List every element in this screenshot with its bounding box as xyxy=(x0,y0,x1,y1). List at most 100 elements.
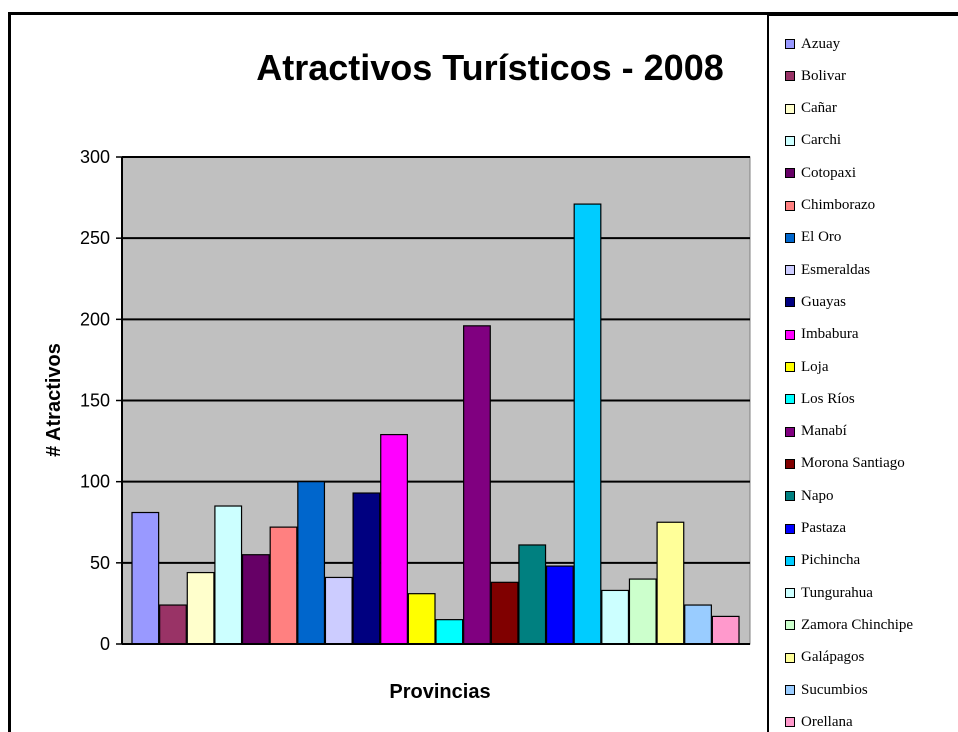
bar-bolivar xyxy=(159,604,187,645)
legend-item: Galápagos xyxy=(785,648,864,668)
legend-label: Guayas xyxy=(801,293,846,310)
legend-label: Morona Santiago xyxy=(801,455,905,472)
legend-item: Loja xyxy=(785,357,829,377)
legend-swatch xyxy=(785,588,795,599)
x-axis-title: Provincias xyxy=(389,681,490,703)
bar-guayas xyxy=(352,492,381,645)
bar-pichincha xyxy=(573,203,602,645)
legend-swatch xyxy=(785,135,795,146)
y-tick-label: 50 xyxy=(90,553,110,573)
bar-azuay xyxy=(131,511,160,645)
legend-swatch xyxy=(785,297,795,308)
legend-swatch xyxy=(785,168,795,179)
bar-orellana xyxy=(711,615,740,645)
legend-item: El Oro xyxy=(785,228,841,248)
legend-item: Carchi xyxy=(785,131,841,151)
legend-item: Chimborazo xyxy=(785,196,875,216)
legend-swatch xyxy=(785,103,795,114)
legend-item: Bolivar xyxy=(785,66,846,86)
legend-swatch xyxy=(785,39,795,49)
y-tick-label: 100 xyxy=(80,472,110,492)
legend-item: Guayas xyxy=(785,292,846,312)
legend-label: Galápagos xyxy=(801,649,865,666)
legend-label: Pichincha xyxy=(801,552,861,569)
legend-label: Chimborazo xyxy=(801,197,876,213)
bar-zamora-chinchipe xyxy=(628,578,657,645)
legend-label: Orellana xyxy=(801,713,853,730)
legend-label: Zamora Chinchipe xyxy=(801,616,914,633)
bar-cotopaxi xyxy=(241,554,270,645)
legend-label: Esmeraldas xyxy=(801,261,871,278)
legend-item: Orellana xyxy=(785,712,853,732)
chart-title: Atractivos Turísticos - 2008 xyxy=(256,47,724,88)
bar-sucumbios xyxy=(684,604,712,645)
legend-label: Tungurahua xyxy=(801,584,873,601)
legend-item: Morona Santiago xyxy=(785,454,905,474)
legend-swatch xyxy=(785,329,795,340)
legend-label: Bolivar xyxy=(801,67,846,84)
legend-swatch xyxy=(785,362,795,372)
bar-gal-pagos xyxy=(656,521,685,645)
bar-ca-ar xyxy=(186,571,215,645)
legend-item: Zamora Chinchipe xyxy=(785,615,913,635)
legend-swatch xyxy=(785,71,795,82)
bar-los-r-os xyxy=(435,619,464,645)
bar-el-oro xyxy=(297,481,326,645)
legend-swatch xyxy=(785,458,795,469)
legend-label: Carchi xyxy=(801,132,841,149)
legend-swatch xyxy=(785,523,795,534)
chart-legend: Azuay Bolivar Cañar Carchi Cotopaxi Chimboraz… xyxy=(767,14,958,732)
legend-swatch xyxy=(785,685,795,695)
legend-swatch xyxy=(785,200,795,211)
legend-swatch xyxy=(785,555,795,566)
y-tick-label: 250 xyxy=(80,228,110,248)
chart-frame xyxy=(8,12,958,732)
y-tick-label: 300 xyxy=(80,147,110,167)
legend-label: Imbabura xyxy=(801,326,859,343)
legend-item: Los Ríos xyxy=(785,389,855,409)
bar-carchi xyxy=(214,505,243,645)
legend-item: Napo xyxy=(785,486,834,506)
bar-imbabura xyxy=(380,433,408,645)
legend-label: Sucumbios xyxy=(801,681,868,698)
bar-pastaza xyxy=(545,565,574,645)
legend-label: Napo xyxy=(801,487,834,504)
legend-swatch xyxy=(785,265,795,276)
legend-swatch xyxy=(785,620,795,631)
legend-label: Cotopaxi xyxy=(801,164,856,181)
y-tick-label: 150 xyxy=(80,391,110,411)
legend-item: Cotopaxi xyxy=(785,163,856,183)
legend-swatch xyxy=(785,491,795,502)
legend-label: Azuay xyxy=(801,35,841,52)
plot-area: 0 50 100 150 200 250 300 xyxy=(80,147,751,654)
bar-loja xyxy=(407,593,436,645)
bar-napo xyxy=(518,544,547,645)
bar-morona-santiago xyxy=(490,581,519,645)
legend-swatch xyxy=(785,426,795,437)
bar-tungurahua xyxy=(601,589,630,645)
legend-swatch xyxy=(785,652,795,663)
y-tick-label: 200 xyxy=(80,309,110,329)
legend-label: Cañar xyxy=(801,100,837,117)
legend-swatch xyxy=(785,232,795,243)
legend-item: Tungurahua xyxy=(785,583,873,603)
legend-swatch xyxy=(785,394,795,405)
legend-label: Loja xyxy=(801,358,829,375)
legend-item: Sucumbios xyxy=(785,680,868,700)
legend-label: Los Ríos xyxy=(801,390,855,407)
legend-item: Azuay xyxy=(785,34,840,54)
legend-swatch xyxy=(785,717,795,728)
legend-item: Pichincha xyxy=(785,551,860,571)
legend-item: Imbabura xyxy=(785,325,858,345)
legend-label: Pastaza xyxy=(801,520,846,536)
y-tick-label: 0 xyxy=(100,634,110,654)
legend-label: Manabí xyxy=(801,423,847,440)
bar-esmeraldas xyxy=(324,576,353,645)
legend-item: Pastaza xyxy=(785,519,846,539)
legend-item: Cañar xyxy=(785,99,837,119)
legend-item: Esmeraldas xyxy=(785,260,870,280)
bar-manab- xyxy=(463,325,491,645)
bar-chimborazo xyxy=(269,526,298,645)
legend-label: El Oro xyxy=(801,229,842,246)
